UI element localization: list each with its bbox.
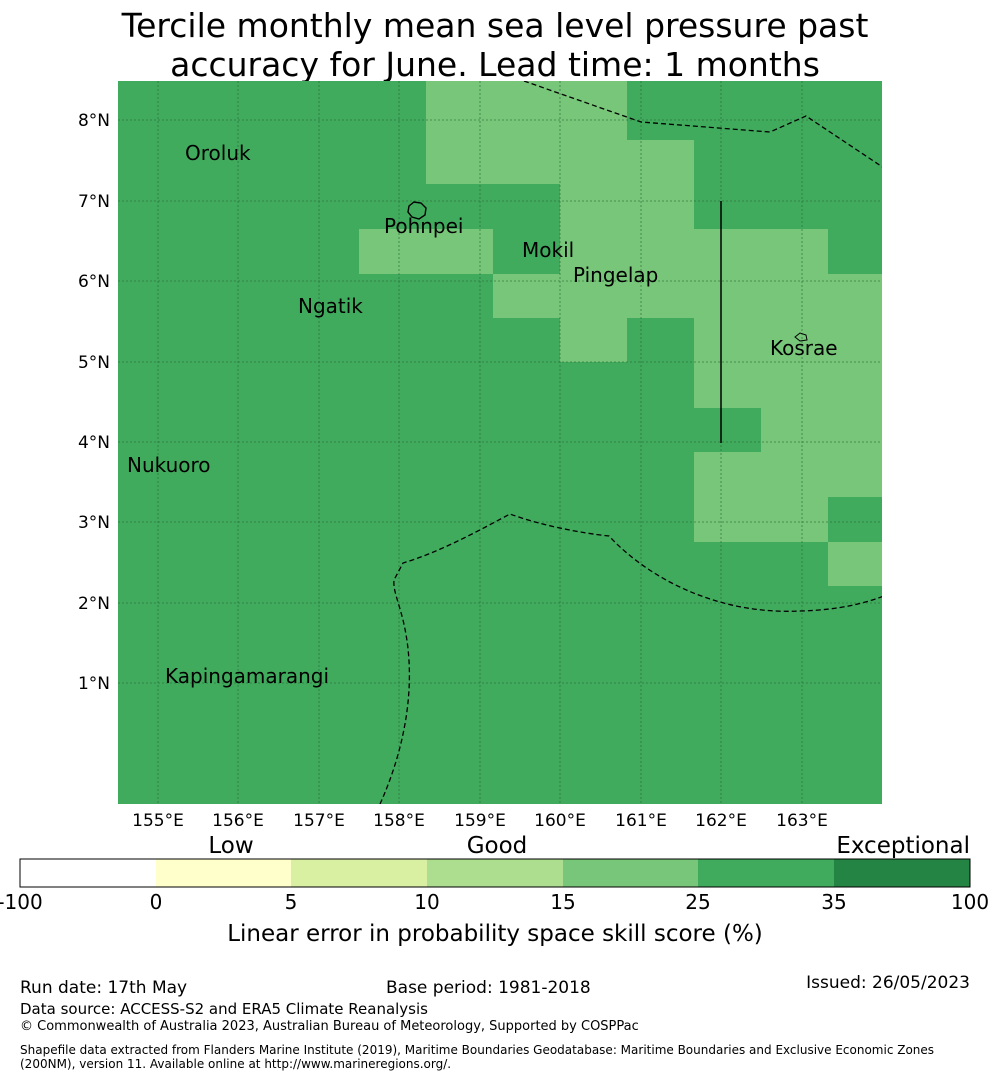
skill-cell [828, 542, 882, 586]
lat-label: 1°N [78, 674, 110, 694]
gridlines [118, 81, 882, 804]
colorbar-tick: 35 [821, 890, 846, 914]
lat-label: 8°N [78, 111, 110, 131]
place-label-pingelap: Pingelap [573, 263, 658, 287]
colorbar-ticks: -100 0 5 10 15 25 35 100 [0, 890, 989, 914]
pohnpei-island-outline [407, 201, 427, 220]
kosrae-island-outline [794, 332, 808, 342]
colorbar-box [698, 859, 834, 887]
shapefile-note-1: Shapefile data extracted from Flanders M… [20, 1043, 935, 1057]
skill-cell [359, 229, 493, 274]
place-label-nukuoro: Nukuoro [127, 453, 211, 477]
skill-cell [560, 140, 694, 184]
latitude-labels: 8°N 7°N 6°N 5°N 4°N 3°N 2°N 1°N [78, 111, 110, 694]
lon-label: 163°E [776, 811, 828, 831]
lon-label: 160°E [534, 811, 586, 831]
colorbar-tick: 25 [685, 890, 710, 914]
lat-label: 6°N [78, 272, 110, 292]
place-label-mokil: Mokil [522, 238, 574, 262]
place-label-pohnpei: Pohnpei [384, 214, 464, 238]
skill-cell [560, 318, 627, 362]
eez-boundaries [379, 81, 882, 804]
colorbar-box [291, 859, 427, 887]
skill-cell [560, 229, 828, 274]
run-date: Run date: 17th May [20, 978, 188, 998]
colorbar-tick: 15 [550, 890, 575, 914]
chart-title: Tercile monthly mean sea level pressure … [0, 6, 990, 84]
colorbar-tick: 10 [414, 890, 439, 914]
colorbar-outline [19, 858, 971, 888]
place-label-ngatik: Ngatik [298, 294, 363, 318]
lon-label: 161°E [615, 811, 667, 831]
lon-label: 158°E [373, 811, 425, 831]
place-label-oroluk: Oroluk [185, 141, 251, 165]
eez-boundary-south [379, 513, 882, 804]
skill-cell [694, 497, 828, 542]
shapefile-note-2: (200NM), version 11. Available online at… [20, 1057, 452, 1071]
lat-label: 2°N [78, 594, 110, 614]
eez-boundary-north [523, 81, 882, 168]
longitude-labels: 155°E 156°E 157°E 158°E 159°E 160°E 161°… [132, 811, 828, 831]
colorbar-category-good: Good [467, 833, 528, 859]
skill-cell [694, 318, 882, 362]
colorbar-box [156, 859, 291, 887]
skill-cell [560, 184, 694, 229]
lon-label: 155°E [132, 811, 184, 831]
colorbar-box [20, 859, 156, 887]
lat-label: 3°N [78, 513, 110, 533]
skill-cell [694, 452, 882, 497]
data-source: Data source: ACCESS-S2 and ERA5 Climate … [20, 1000, 428, 1018]
title-line-2: accuracy for June. Lead time: 1 months [170, 45, 820, 84]
lat-label: 4°N [78, 433, 110, 453]
lon-label: 156°E [212, 811, 264, 831]
issued-date: Issued: 26/05/2023 [806, 973, 970, 993]
map-background [118, 81, 882, 804]
place-label-kosrae: Kosrae [770, 336, 838, 360]
base-period: Base period: 1981-2018 [386, 978, 591, 998]
lon-label: 159°E [454, 811, 506, 831]
colorbar-box [563, 859, 698, 887]
colorbar-category-labels: Low Good Exceptional [208, 833, 970, 859]
colorbar-label: Linear error in probability space skill … [227, 921, 763, 947]
colorbar [20, 859, 970, 887]
colorbar-box [427, 859, 563, 887]
lon-label: 157°E [293, 811, 345, 831]
colorbar-category-exceptional: Exceptional [836, 833, 970, 859]
skill-cells-good [359, 81, 882, 586]
colorbar-tick: 5 [285, 890, 298, 914]
colorbar-tick: 100 [951, 890, 989, 914]
colorbar-box [834, 859, 970, 887]
place-labels: Oroluk Pohnpei Mokil Pingelap Ngatik Kos… [127, 141, 838, 688]
place-label-kapingamarangi: Kapingamarangi [165, 664, 329, 688]
lat-label: 7°N [78, 192, 110, 212]
title-line-1: Tercile monthly mean sea level pressure … [121, 6, 869, 45]
colorbar-tick: 0 [150, 890, 163, 914]
skill-cell [761, 408, 882, 452]
colorbar-category-low: Low [208, 833, 253, 859]
colorbar-tick: -100 [0, 890, 43, 914]
skill-cell [694, 362, 882, 408]
copyright: © Commonwealth of Australia 2023, Austra… [20, 1019, 639, 1034]
lon-label: 162°E [695, 811, 747, 831]
lat-label: 5°N [78, 353, 110, 373]
